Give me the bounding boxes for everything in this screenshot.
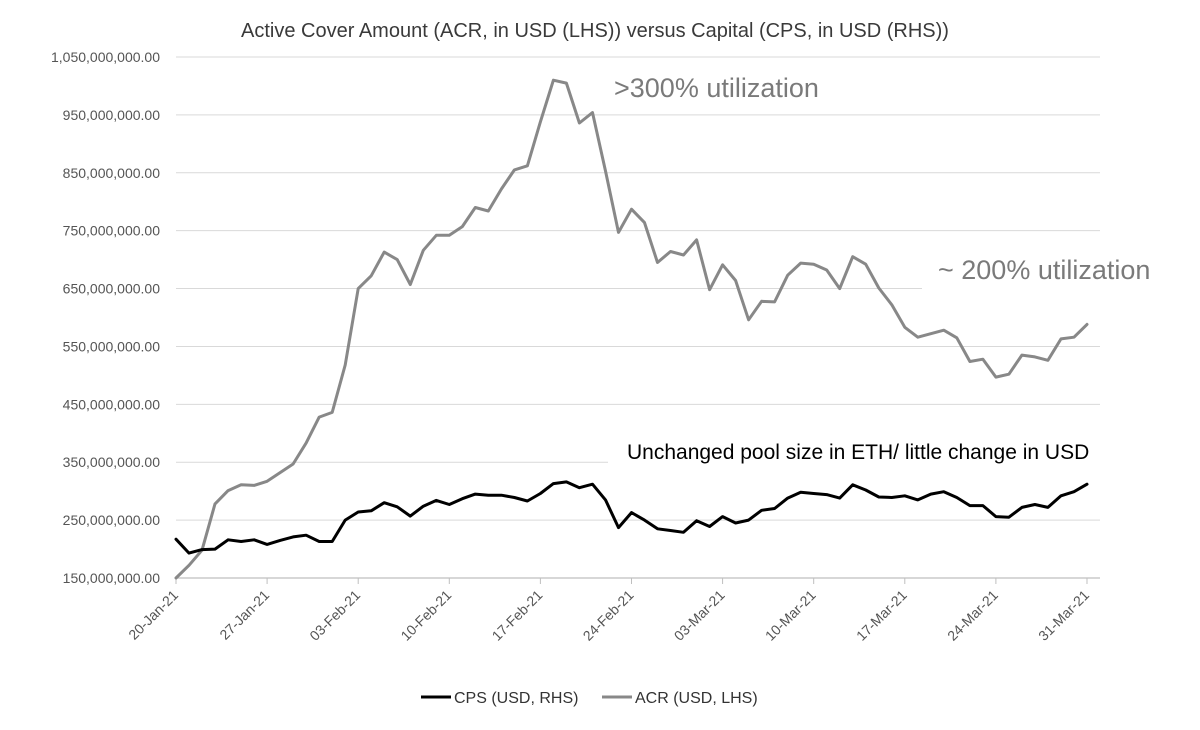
y-tick-label: 850,000,000.00: [63, 165, 161, 181]
x-tick-label: 10-Mar-21: [762, 587, 819, 644]
x-tick-label: 03-Mar-21: [671, 587, 728, 644]
y-tick-label: 450,000,000.00: [63, 396, 161, 412]
legend-label-cps: CPS (USD, RHS): [454, 690, 578, 707]
y-tick-label: 950,000,000.00: [63, 107, 161, 123]
axes: [175, 577, 1100, 584]
y-tick-label: 150,000,000.00: [63, 570, 161, 586]
x-tick-label: 10-Feb-21: [397, 587, 454, 644]
x-tick-label: 24-Feb-21: [580, 587, 637, 644]
x-axis-tick-labels: 20-Jan-21 27-Jan-21 03-Feb-21 10-Feb-21 17-F…: [125, 587, 1092, 644]
y-tick-label: 550,000,000.00: [63, 338, 161, 354]
y-tick-label: 650,000,000.00: [63, 281, 161, 297]
series-line-cps: [174, 480, 1089, 555]
legend: CPS (USD, RHS) ACR (USD, LHS): [421, 690, 758, 707]
x-tick-label: 17-Mar-21: [853, 587, 910, 644]
y-tick-label: 750,000,000.00: [63, 223, 161, 239]
x-tick-label: 24-Mar-21: [944, 587, 1001, 644]
annotation-200-utilization: ~ 200% utilization: [938, 255, 1150, 285]
y-tick-label: 1,050,000,000.00: [51, 49, 160, 65]
x-tick-label: 20-Jan-21: [125, 587, 181, 643]
gridlines: [176, 56, 1100, 521]
y-tick-label: 250,000,000.00: [63, 512, 161, 528]
series-line-acr: [174, 78, 1089, 580]
legend-label-acr: ACR (USD, LHS): [635, 690, 758, 707]
x-tick-label: 27-Jan-21: [216, 587, 272, 643]
annotation-pool-size: Unchanged pool size in ETH/ little chang…: [627, 441, 1089, 464]
annotation-200-background: [922, 250, 1160, 290]
y-axis-tick-labels: 150,000,000.00 250,000,000.00 350,000,000.…: [51, 49, 160, 586]
y-tick-label: 350,000,000.00: [63, 454, 161, 470]
x-tick-label: 03-Feb-21: [306, 587, 363, 644]
x-tick-label: 17-Feb-21: [489, 587, 546, 644]
series-lines: [174, 78, 1089, 580]
annotation-pool-background: [608, 436, 1128, 466]
x-tick-label: 31-Mar-21: [1035, 587, 1092, 644]
annotation-300-utilization: >300% utilization: [614, 73, 819, 103]
chart-title: Active Cover Amount (ACR, in USD (LHS)) …: [241, 20, 949, 42]
